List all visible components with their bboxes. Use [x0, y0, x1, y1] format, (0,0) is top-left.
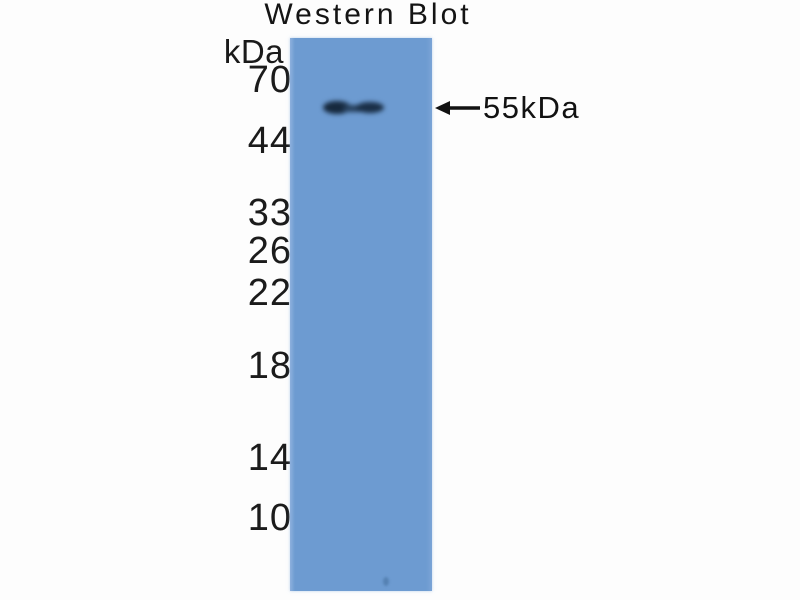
band-blob-right: [356, 102, 384, 113]
figure-title: Western Blot: [264, 0, 472, 31]
ladder-marker-22: 22: [247, 272, 292, 314]
band-bridge: [343, 105, 367, 112]
band-annotation-label: 55kDa: [483, 90, 581, 125]
ladder-marker-14: 14: [247, 437, 292, 479]
ladder-marker-44: 44: [247, 120, 292, 162]
ladder-marker-10: 10: [247, 497, 292, 539]
ladder-marker-33: 33: [247, 192, 292, 234]
unit-label: kDa: [223, 33, 284, 70]
left-arrow-icon: [435, 101, 480, 115]
blot-lane: [290, 38, 432, 591]
ladder-marker-18: 18: [247, 345, 292, 387]
protein-band: [323, 98, 384, 118]
band-annotation: 55kDa: [434, 90, 580, 126]
ladder-marker-26: 26: [247, 230, 292, 272]
lane-artifact-speck: [383, 577, 389, 586]
